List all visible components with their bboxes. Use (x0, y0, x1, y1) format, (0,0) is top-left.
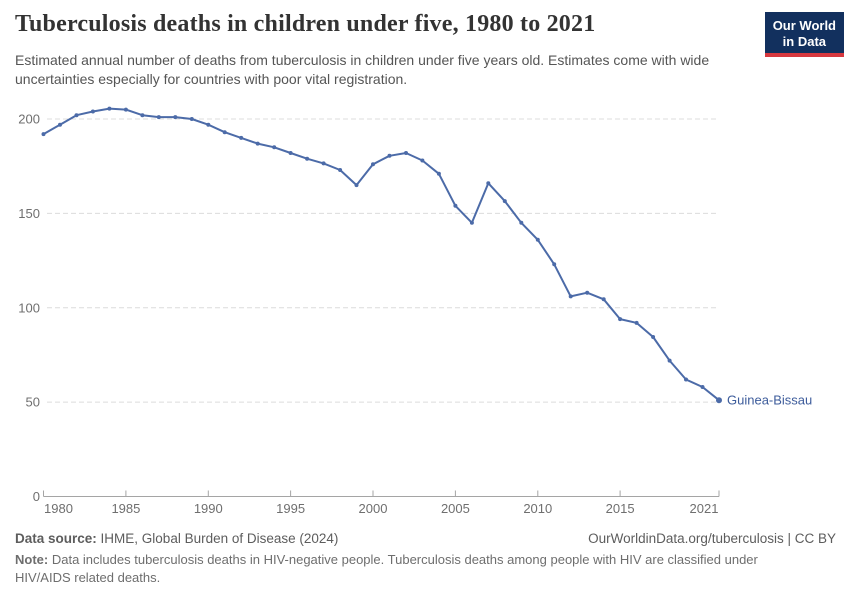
data-point (173, 115, 178, 120)
x-tick-label: 2021 (690, 501, 719, 516)
data-point (436, 171, 441, 176)
data-point (651, 335, 656, 339)
owid-logo-line2: in Data (782, 33, 827, 49)
data-point (716, 397, 722, 404)
data-source: Data source: IHME, Global Burden of Dise… (15, 531, 338, 546)
x-tick-label: 2005 (441, 501, 470, 516)
data-point (222, 130, 227, 135)
chart-title: Tuberculosis deaths in children under fi… (15, 11, 596, 37)
data-point (206, 122, 211, 127)
data-point (107, 106, 112, 111)
data-point (371, 162, 375, 167)
data-point (156, 115, 161, 120)
data-point (634, 320, 639, 325)
note-text: Data includes tuberculosis deaths in HIV… (15, 552, 758, 586)
data-point (453, 203, 458, 208)
chart-subtitle: Estimated annual number of deaths from t… (15, 52, 710, 87)
data-point (486, 181, 491, 186)
data-point (41, 132, 46, 137)
x-tick-label: 1995 (276, 501, 305, 516)
y-tick-label: 0 (33, 489, 40, 504)
y-tick-label: 150 (18, 206, 40, 221)
data-point (338, 168, 343, 172)
data-point (239, 135, 244, 140)
data-point (387, 153, 392, 158)
data-point (74, 113, 79, 118)
x-tick-label: 1980 (44, 501, 73, 516)
data-point (684, 377, 688, 382)
data-point (140, 113, 145, 118)
owid-logo-line1: Our World (772, 18, 836, 33)
y-tick-label: 200 (18, 112, 40, 127)
data-point (288, 151, 293, 155)
data-source-label: Data source: (15, 531, 97, 546)
data-point (535, 237, 540, 242)
data-source-text: IHME, Global Burden of Disease (2024) (100, 531, 339, 546)
data-point (354, 183, 359, 188)
data-point (552, 262, 557, 267)
x-tick-label: 1985 (111, 501, 140, 516)
data-point (502, 199, 507, 204)
x-tick-label: 2015 (606, 501, 635, 516)
data-point (420, 158, 425, 163)
data-point (189, 117, 194, 121)
data-point (321, 161, 326, 166)
data-point (667, 358, 672, 363)
x-tick-label: 2000 (359, 501, 388, 516)
data-point (568, 294, 573, 299)
data-point (123, 107, 128, 112)
data-point (272, 145, 277, 150)
data-point (90, 109, 95, 114)
data-point (700, 385, 705, 389)
x-tick-label: 1990 (194, 501, 223, 516)
note-label: Note: (15, 552, 49, 567)
x-tick-label: 2010 (523, 501, 552, 516)
entity-label: Guinea-Bissau (727, 393, 812, 408)
data-point (255, 141, 260, 146)
data-point (601, 297, 606, 302)
owid-logo[interactable]: Our World in Data (764, 12, 844, 58)
data-point (58, 122, 62, 127)
y-tick-label: 100 (18, 300, 40, 315)
data-line (42, 107, 720, 402)
data-point (305, 156, 310, 161)
chart-note: Note: Data includes tuberculosis deaths … (15, 551, 787, 587)
y-tick-label: 50 (26, 395, 40, 410)
data-point (618, 317, 623, 322)
data-point (519, 220, 524, 225)
source-link[interactable]: OurWorldinData.org/tuberculosis | CC BY (588, 531, 836, 546)
data-point (469, 220, 474, 225)
data-point (404, 151, 408, 155)
data-point (585, 290, 590, 295)
